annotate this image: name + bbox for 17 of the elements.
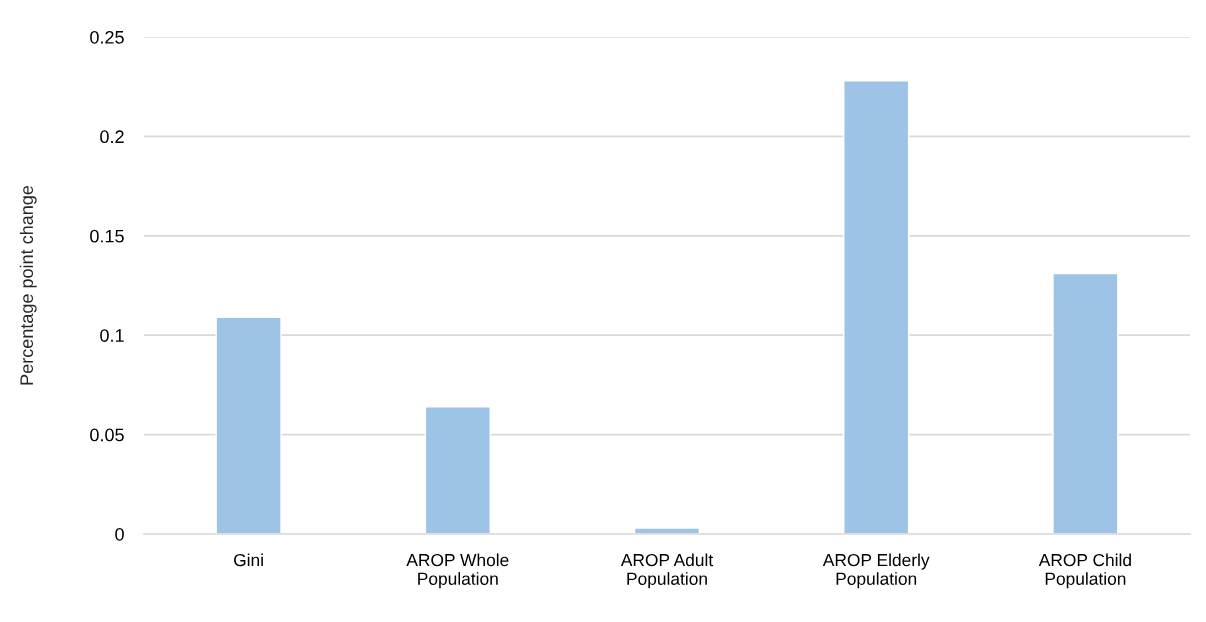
y-tick-label: 0.1: [100, 329, 124, 342]
x-tick-label: AROP Child Population: [1038, 553, 1131, 589]
x-tick-label: AROP Elderly Population: [822, 553, 930, 589]
bar: [424, 406, 491, 534]
x-tick-label: Gini: [234, 553, 263, 567]
bar: [215, 316, 282, 534]
bar: [843, 80, 910, 534]
y-tick-label: 0.15: [90, 229, 124, 243]
y-tick-label: 0.2: [100, 130, 124, 144]
x-tick-label: AROP Whole Population: [406, 553, 509, 589]
y-tick-label: 0: [115, 527, 124, 541]
y-tick-label: 0.05: [90, 428, 124, 442]
bar: [1052, 272, 1119, 534]
y-tick-label: 0.25: [90, 30, 124, 44]
bar: [633, 527, 701, 534]
x-tick-label: AROP Adult Population: [620, 553, 714, 589]
y-axis-title: Percentage point change: [19, 185, 37, 385]
